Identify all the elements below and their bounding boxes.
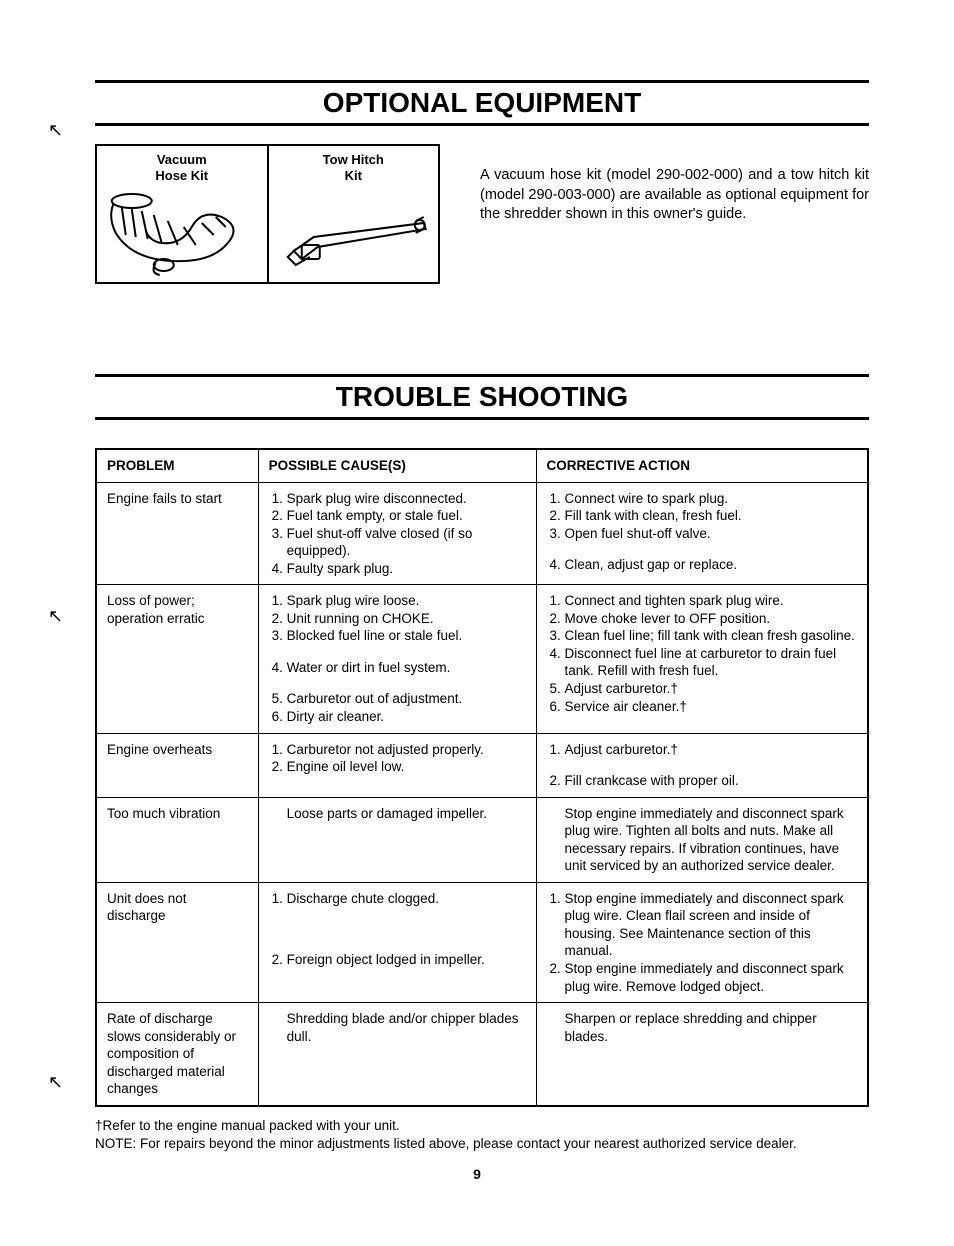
troubleshooting-table: PROBLEM POSSIBLE CAUSE(S) CORRECTIVE ACT… — [95, 448, 869, 1107]
table-row: Loss of power; operation erraticSpark pl… — [96, 585, 868, 733]
cell-action: Sharpen or replace shredding and chipper… — [536, 1003, 868, 1106]
tow-hitch-kit-cell: Tow Hitch Kit — [267, 146, 439, 282]
vacuum-hose-icon — [101, 187, 263, 277]
header-cause: POSSIBLE CAUSE(S) — [258, 449, 536, 482]
cell-action: Stop engine immediately and disconnect s… — [536, 882, 868, 1002]
cell-cause: Spark plug wire disconnected.Fuel tank e… — [258, 482, 536, 585]
footnote-note: NOTE: For repairs beyond the minor adjus… — [95, 1135, 869, 1153]
table-row: Unit does not dischargeDischarge chute c… — [96, 882, 868, 1002]
vacuum-kit-label: Vacuum Hose Kit — [101, 152, 263, 183]
footnote-dagger: †Refer to the engine manual packed with … — [95, 1117, 869, 1135]
section-optional-equipment-title: OPTIONAL EQUIPMENT — [95, 80, 869, 126]
cell-problem: Loss of power; operation erratic — [96, 585, 258, 733]
cell-problem: Engine fails to start — [96, 482, 258, 585]
manual-page: ↖ ↖ ↖ OPTIONAL EQUIPMENT Vacuum Hose Kit — [0, 0, 954, 1246]
table-header-row: PROBLEM POSSIBLE CAUSE(S) CORRECTIVE ACT… — [96, 449, 868, 482]
binding-mark-bot: ↖ — [48, 1072, 63, 1093]
cell-action: Connect and tighten spark plug wire.Move… — [536, 585, 868, 733]
table-row: Too much vibrationLoose parts or damaged… — [96, 797, 868, 882]
cell-cause: Carburetor not adjusted properly.Engine … — [258, 733, 536, 797]
binding-mark-mid: ↖ — [48, 606, 63, 627]
section-troubleshooting-title: TROUBLE SHOOTING — [95, 374, 869, 420]
table-row: Engine overheatsCarburetor not adjusted … — [96, 733, 868, 797]
cell-problem: Engine overheats — [96, 733, 258, 797]
tow-kit-label: Tow Hitch Kit — [273, 152, 435, 183]
cell-action: Stop engine immediately and disconnect s… — [536, 797, 868, 882]
cell-problem: Too much vibration — [96, 797, 258, 882]
cell-action: Adjust carburetor.†Fill crankcase with p… — [536, 733, 868, 797]
page-number: 9 — [0, 1166, 954, 1182]
cell-problem: Rate of discharge slows considerably or … — [96, 1003, 258, 1106]
kits-box: Vacuum Hose Kit Tow Hitch Kit — [95, 144, 440, 284]
equipment-row: Vacuum Hose Kit Tow Hitch Kit — [95, 144, 869, 284]
vacuum-kit-label-2: Hose Kit — [155, 168, 208, 183]
cell-problem: Unit does not discharge — [96, 882, 258, 1002]
tow-kit-label-1: Tow Hitch — [323, 152, 384, 167]
tow-kit-label-2: Kit — [345, 168, 362, 183]
cell-cause: Discharge chute clogged.Foreign object l… — [258, 882, 536, 1002]
table-row: Rate of discharge slows considerably or … — [96, 1003, 868, 1106]
equipment-description: A vacuum hose kit (model 290-002-000) an… — [480, 144, 869, 284]
vacuum-hose-kit-cell: Vacuum Hose Kit — [97, 146, 267, 282]
tow-hitch-icon — [273, 187, 435, 277]
binding-mark-top: ↖ — [48, 120, 63, 141]
cell-cause: Shredding blade and/or chipper blades du… — [258, 1003, 536, 1106]
header-action: CORRECTIVE ACTION — [536, 449, 868, 482]
vacuum-kit-label-1: Vacuum — [157, 152, 207, 167]
cell-cause: Spark plug wire loose.Unit running on CH… — [258, 585, 536, 733]
header-problem: PROBLEM — [96, 449, 258, 482]
cell-action: Connect wire to spark plug.Fill tank wit… — [536, 482, 868, 585]
table-row: Engine fails to startSpark plug wire dis… — [96, 482, 868, 585]
cell-cause: Loose parts or damaged impeller. — [258, 797, 536, 882]
